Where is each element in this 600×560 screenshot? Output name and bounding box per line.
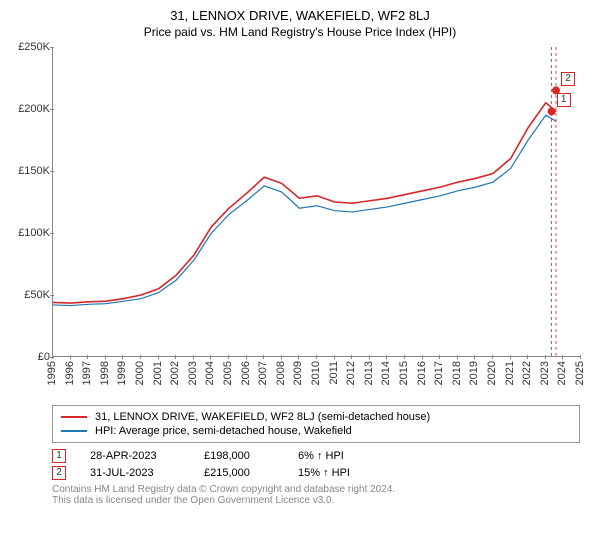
x-tick-label: 2012 (345, 361, 357, 385)
footer: Contains HM Land Registry data © Crown c… (52, 484, 580, 506)
x-tick-mark (422, 355, 423, 359)
y-tick-label: £250K (10, 41, 50, 53)
x-tick-label: 2008 (275, 361, 287, 385)
x-tick-mark (210, 355, 211, 359)
x-tick-label: 2000 (134, 361, 146, 385)
legend-swatch (61, 416, 87, 418)
x-tick-label: 2004 (204, 361, 216, 385)
x-tick-label: 2019 (468, 361, 480, 385)
x-tick-label: 2024 (556, 361, 568, 385)
x-tick-mark (545, 355, 546, 359)
legend: 31, LENNOX DRIVE, WAKEFIELD, WF2 8LJ (se… (52, 405, 580, 443)
x-tick-mark (439, 355, 440, 359)
x-tick-mark (334, 355, 335, 359)
x-tick-label: 2021 (504, 361, 516, 385)
x-tick-mark (87, 355, 88, 359)
sale-pct: 6% ↑ HPI (298, 450, 388, 462)
y-tick-label: £50K (10, 289, 50, 301)
sale-marker-label: 1 (557, 93, 571, 107)
sale-price: £198,000 (204, 450, 274, 462)
x-tick-label: 2017 (433, 361, 445, 385)
x-tick-label: 2023 (539, 361, 551, 385)
x-tick-label: 2011 (328, 361, 340, 385)
sale-number-box: 1 (52, 449, 66, 463)
x-tick-mark (281, 355, 282, 359)
legend-label: HPI: Average price, semi-detached house,… (95, 425, 352, 437)
sale-date: 28-APR-2023 (90, 450, 180, 462)
sale-number-box: 2 (52, 466, 66, 480)
sale-marker-label: 2 (561, 72, 575, 86)
x-tick-label: 2003 (187, 361, 199, 385)
chart-title: 31, LENNOX DRIVE, WAKEFIELD, WF2 8LJ (10, 8, 590, 23)
chart-lines (53, 47, 581, 357)
x-tick-mark (510, 355, 511, 359)
sale-date: 31-JUL-2023 (90, 467, 180, 479)
x-tick-mark (316, 355, 317, 359)
x-tick-mark (263, 355, 264, 359)
x-tick-mark (492, 355, 493, 359)
x-tick-mark (386, 355, 387, 359)
x-tick-mark (369, 355, 370, 359)
x-tick-label: 1996 (64, 361, 76, 385)
x-tick-label: 1998 (99, 361, 111, 385)
x-tick-mark (122, 355, 123, 359)
x-tick-label: 2015 (398, 361, 410, 385)
legend-item: HPI: Average price, semi-detached house,… (61, 424, 571, 438)
x-tick-label: 2010 (310, 361, 322, 385)
x-tick-label: 2018 (451, 361, 463, 385)
x-tick-mark (140, 355, 141, 359)
x-tick-mark (298, 355, 299, 359)
x-tick-label: 2013 (363, 361, 375, 385)
x-tick-mark (246, 355, 247, 359)
x-tick-label: 2020 (486, 361, 498, 385)
x-tick-mark (158, 355, 159, 359)
y-tick-label: £150K (10, 165, 50, 177)
x-tick-mark (228, 355, 229, 359)
sale-price: £215,000 (204, 467, 274, 479)
x-tick-label: 2002 (169, 361, 181, 385)
x-tick-mark (52, 355, 53, 359)
legend-item: 31, LENNOX DRIVE, WAKEFIELD, WF2 8LJ (se… (61, 410, 571, 424)
x-tick-label: 1995 (46, 361, 58, 385)
footer-line1: Contains HM Land Registry data © Crown c… (52, 484, 580, 495)
x-tick-mark (175, 355, 176, 359)
x-tick-mark (351, 355, 352, 359)
sales-table: 1 28-APR-2023 £198,000 6% ↑ HPI 2 31-JUL-2023… (52, 449, 580, 480)
x-tick-label: 1999 (116, 361, 128, 385)
series-line (53, 103, 556, 303)
legend-swatch (61, 430, 87, 432)
y-tick-label: £200K (10, 103, 50, 115)
x-tick-label: 2007 (257, 361, 269, 385)
sale-row: 1 28-APR-2023 £198,000 6% ↑ HPI (52, 449, 580, 463)
x-tick-mark (193, 355, 194, 359)
x-tick-label: 2025 (574, 361, 586, 385)
x-tick-label: 2006 (240, 361, 252, 385)
y-tick-label: £0 (10, 351, 50, 363)
y-tick-label: £100K (10, 227, 50, 239)
x-tick-label: 2005 (222, 361, 234, 385)
x-tick-mark (580, 355, 581, 359)
sale-point (548, 107, 556, 115)
series-line (53, 115, 556, 305)
x-tick-label: 2009 (292, 361, 304, 385)
x-tick-mark (105, 355, 106, 359)
x-tick-mark (527, 355, 528, 359)
x-tick-mark (404, 355, 405, 359)
x-tick-label: 2001 (152, 361, 164, 385)
sale-pct: 15% ↑ HPI (298, 467, 388, 479)
legend-label: 31, LENNOX DRIVE, WAKEFIELD, WF2 8LJ (se… (95, 411, 430, 423)
x-tick-mark (457, 355, 458, 359)
footer-line2: This data is licensed under the Open Gov… (52, 495, 580, 506)
x-tick-label: 1997 (81, 361, 93, 385)
x-tick-label: 2022 (521, 361, 533, 385)
x-tick-mark (474, 355, 475, 359)
x-tick-label: 2014 (380, 361, 392, 385)
plot-area (52, 47, 580, 357)
x-tick-mark (562, 355, 563, 359)
plot-wrap: £0£50K£100K£150K£200K£250K 1995199619971… (10, 45, 590, 405)
sale-row: 2 31-JUL-2023 £215,000 15% ↑ HPI (52, 466, 580, 480)
x-tick-mark (70, 355, 71, 359)
chart-subtitle: Price paid vs. HM Land Registry's House … (10, 25, 590, 39)
x-tick-label: 2016 (416, 361, 428, 385)
